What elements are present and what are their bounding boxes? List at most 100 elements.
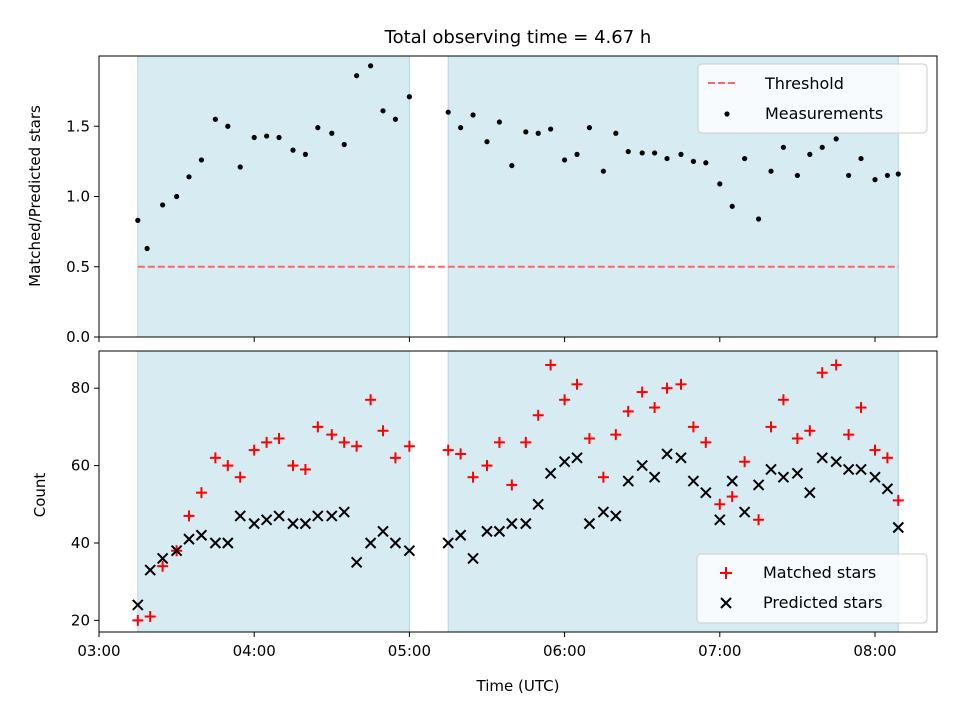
predicted-star-point [622,475,634,487]
measurement-point [639,150,645,156]
measurement-point [237,164,243,170]
matched-star-point [675,378,687,390]
count-x-ticks: 03:00 04:00 05:00 06:00 07:00 08:00 [77,632,897,660]
matched-star-point [195,487,207,499]
measurements-series [135,63,901,252]
predicted-star-point [892,521,904,534]
matched-legend-swatch [720,567,732,579]
measurement-point [509,162,515,169]
predicted-star-point [364,537,377,549]
matched-star-point [287,460,299,472]
measurement-point [768,168,774,174]
predicted-star-point [389,537,402,549]
count-y-tick-label: 40 [71,534,90,552]
measurement-point [819,144,825,150]
measurement-point [717,181,723,187]
measurement-point [562,157,568,163]
measurement-point [341,141,347,148]
predicted-star-point [804,486,816,499]
matched-star-point [338,436,350,448]
predicted-star-point [675,452,687,464]
predicted-star-point [222,537,234,549]
count-x-tick-label: 04:00 [233,642,276,660]
measurement-point [496,119,503,125]
predicted-star-point [377,525,389,538]
predicted-star-point [830,456,842,468]
measurement-point [135,217,141,223]
predicted-legend-label: Predicted stars [763,593,883,612]
predicted-star-point [855,463,867,476]
measurement-point [652,150,658,156]
matched-star-point [299,463,311,475]
matched-star-point [351,440,363,452]
predicted-star-point [714,514,726,526]
matched-star-point [442,444,454,456]
matched-star-point [739,456,751,468]
matched-star-point [791,433,803,444]
count-x-tick-label: 08:00 [853,642,896,660]
ratio-y-tick-label: 1.0 [66,188,90,206]
predicted-star-point [144,564,156,576]
matched-star-point [700,436,712,448]
measurement-point [884,172,891,179]
count-x-tick-label: 06:00 [543,642,586,660]
measurement-point [144,245,150,252]
measurement-point [756,216,762,222]
matched-star-point [765,421,777,433]
measurement-point [703,160,709,166]
predicted-star-point [869,471,881,483]
predicted-star-point [661,448,673,460]
predicted-star-point [350,556,363,569]
count-y-tick-label: 20 [71,611,90,629]
matched-star-point [481,460,493,472]
matched-star-point [649,402,661,414]
matched-star-point [892,494,904,506]
measurement-point [548,126,554,132]
matched-star-point [326,429,338,441]
matched-star-point [869,444,881,456]
predicted-star-point [248,517,260,530]
predicted-star-point [454,529,467,541]
ratio-y-tick-label: 0.0 [66,328,90,346]
ratio-legend: Threshold Measurements [697,63,928,134]
ratio-y-ticks: 0.0 0.5 1.0 1.5 [66,117,99,346]
matched-star-point [520,436,532,448]
predicted-star-point [791,467,804,480]
measurement-point [264,133,270,139]
measurement-point [329,130,335,136]
measurement-point [368,63,374,69]
predicted-star-point [170,545,183,557]
predicted-star-point [687,475,700,487]
predicted-star-point [338,506,350,518]
measurement-point [354,73,360,79]
predicted-star-point [738,506,751,518]
measurement-point [212,116,218,122]
matched-star-point [389,452,401,464]
matched-star-point [144,611,156,623]
measurement-point [290,147,296,153]
matched-star-point [506,479,518,491]
matched-star-point [273,433,285,444]
measurement-point [392,116,399,122]
predicted-star-point [234,510,246,522]
count-y-ticks: 20 40 60 80 [71,379,99,629]
predicted-star-point [287,517,299,530]
predicted-star-point [156,552,169,565]
predicted-star-point [326,510,338,522]
predicted-star-point [132,599,144,611]
predicted-star-point [726,475,738,487]
matched-star-point [610,429,622,441]
predicted-stars-series [132,448,904,611]
ratio-y-tick-label: 0.5 [66,258,90,276]
predicted-star-point [648,471,661,483]
measurement-point [872,177,878,183]
matched-star-point [183,510,195,522]
measurement-point [586,125,593,131]
count-x-tick-label: 03:00 [77,642,120,660]
measurement-point [276,134,282,141]
matched-star-point [843,429,855,441]
matched-star-point [545,359,557,371]
predicted-legend-swatch [720,597,732,609]
measurement-point [664,155,670,162]
